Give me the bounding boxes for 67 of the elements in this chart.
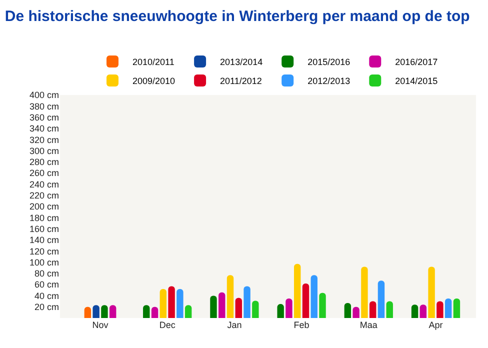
x-tick-label: Jan (227, 320, 242, 330)
bar (310, 275, 318, 318)
bar (302, 283, 310, 318)
bar (160, 289, 167, 318)
chart-title: De historische sneeuwhoogte in Winterberg per maand op de top (4, 8, 470, 25)
y-tick-label: 300 cm (29, 146, 59, 156)
bar (168, 286, 175, 318)
bar (235, 298, 242, 318)
bar (210, 296, 217, 318)
y-tick-label: 320 cm (29, 134, 59, 145)
y-tick-label: 40 cm (34, 290, 59, 301)
bar (386, 301, 393, 318)
legend-label: 2014/2015 (395, 76, 438, 86)
bar (428, 266, 435, 318)
legend-label: 2009/2010 (132, 76, 176, 86)
bar (143, 305, 150, 318)
y-tick-label: 160 cm (29, 224, 59, 234)
bar (277, 304, 284, 318)
bar (151, 306, 158, 318)
y-tick-label: 340 cm (29, 124, 59, 134)
legend-label: 2012/2013 (308, 76, 350, 86)
y-tick-label: 260 cm (29, 168, 59, 178)
y-tick-label: 20 cm (34, 302, 59, 312)
legend-label: 2016/2017 (395, 57, 438, 68)
bar (226, 275, 234, 318)
bar (92, 305, 100, 318)
bar (352, 306, 360, 318)
legend-label: 2011/2012 (220, 76, 262, 86)
y-tick-label: 120 cm (29, 246, 59, 256)
y-tick-label: 200 cm (29, 202, 59, 212)
bar (361, 266, 368, 318)
bar (252, 300, 259, 318)
y-tick-label: 220 cm (29, 190, 59, 200)
bar (444, 298, 452, 318)
y-tick-label: 240 cm (29, 179, 59, 190)
x-tick-label: Dec (159, 320, 176, 330)
bar (176, 289, 184, 318)
bar (184, 305, 192, 318)
x-tick-label: Apr (428, 320, 443, 330)
bar (411, 304, 418, 318)
y-tick-label: 140 cm (29, 235, 59, 246)
legend-label: 2013/2014 (220, 57, 263, 68)
bar (344, 302, 352, 318)
x-tick-label: Maa (360, 320, 378, 330)
bar (84, 306, 92, 318)
bar (378, 280, 385, 318)
bar (218, 292, 226, 318)
x-tick-label: Feb (294, 320, 310, 330)
bar (369, 301, 376, 318)
y-tick-label: 280 cm (29, 157, 59, 168)
legend-label: 2010/2011 (132, 57, 174, 68)
y-tick-label: 360 cm (29, 112, 59, 122)
bar (244, 286, 250, 318)
x-tick-label: Nov (92, 320, 109, 330)
legend-label: 2015/2016 (308, 57, 350, 68)
y-tick-label: 60 cm (34, 280, 59, 290)
bar (294, 264, 301, 318)
y-tick-label: 400 cm (29, 90, 59, 100)
bar (436, 301, 444, 318)
y-tick-label: 80 cm (34, 268, 59, 279)
bar (420, 304, 427, 318)
bar (319, 292, 326, 318)
y-tick-label: 380 cm (29, 101, 59, 112)
y-tick-label: 180 cm (29, 212, 59, 223)
bar (286, 298, 292, 318)
bar (453, 298, 460, 318)
y-tick-label: 100 cm (29, 257, 59, 268)
